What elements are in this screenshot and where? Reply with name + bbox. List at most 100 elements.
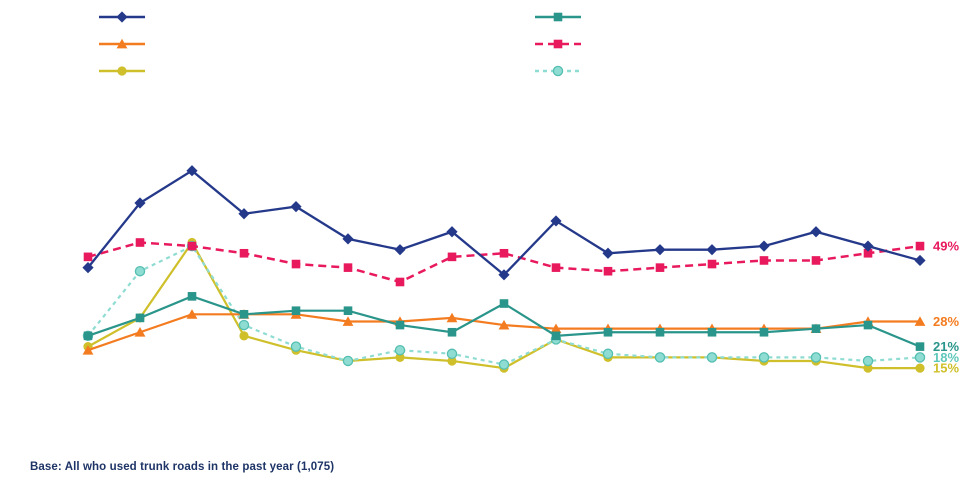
marker-light-teal-dashed-circle	[810, 352, 822, 363]
marker-orange-solid-triangle	[498, 319, 510, 330]
series-line-light-teal-dashed-circle	[87, 244, 921, 366]
marker-orange-solid-triangle	[550, 323, 562, 334]
legend	[98, 9, 592, 79]
marker-teal-solid-square	[239, 310, 249, 319]
marker-teal-solid-square	[499, 299, 509, 308]
series-line-orange-solid-triangle	[87, 313, 920, 352]
marker-light-teal-dashed-circle	[394, 344, 406, 356]
marker-pink-dashed-square	[135, 238, 145, 247]
marker-teal-solid-square	[655, 327, 665, 337]
marker-yellow-solid-circle	[915, 363, 925, 373]
marker-light-teal-dashed-circle	[134, 265, 146, 277]
marker-teal-solid-square	[551, 331, 561, 341]
marker-pink-dashed-square	[499, 248, 509, 258]
marker-light-teal-dashed-circle	[654, 352, 666, 363]
marker-teal-solid-square	[291, 306, 301, 316]
marker-dark-blue-solid-diamond	[550, 215, 562, 227]
square-swatch-icon	[535, 12, 581, 22]
marker-pink-dashed-square	[395, 277, 405, 287]
square-swatch-icon	[535, 39, 581, 49]
marker-yellow-solid-circle	[395, 352, 405, 362]
marker-light-teal-dashed-circle	[342, 355, 354, 367]
marker-pink-dashed-square	[343, 263, 353, 272]
legend-marker-orange-solid-triangle	[116, 38, 128, 49]
marker-orange-solid-triangle	[82, 345, 94, 355]
marker-dark-blue-solid-diamond	[134, 197, 146, 209]
end-label-light-teal-dashed-circle: 18%	[933, 350, 959, 365]
marker-teal-solid-square	[863, 320, 873, 330]
marker-teal-solid-square	[759, 327, 769, 337]
marker-dark-blue-solid-diamond	[446, 226, 458, 238]
legend-marker-dark-blue-solid-diamond	[116, 11, 128, 23]
marker-light-teal-dashed-circle	[498, 359, 510, 370]
marker-pink-dashed-square	[759, 256, 769, 265]
legend-item-light-teal-dashed-circle	[534, 63, 592, 79]
marker-light-teal-dashed-circle	[758, 352, 770, 363]
marker-dark-blue-solid-diamond	[602, 247, 614, 259]
marker-dark-blue-solid-diamond	[706, 244, 718, 256]
marker-pink-dashed-square	[239, 248, 249, 258]
legend-item-teal-solid-square	[534, 9, 592, 25]
marker-pink-dashed-square	[291, 259, 301, 269]
marker-light-teal-dashed-circle	[706, 352, 718, 363]
marker-teal-solid-square	[395, 320, 405, 330]
circle-swatch-icon	[99, 66, 145, 76]
circle-swatch-icon	[535, 65, 581, 77]
legend-item-yellow-solid-circle	[98, 63, 156, 79]
legend-marker-teal-solid-square	[553, 12, 563, 22]
marker-teal-solid-square	[915, 342, 925, 351]
marker-light-teal-dashed-circle	[290, 341, 302, 352]
marker-pink-dashed-square	[551, 263, 561, 272]
marker-teal-solid-square	[707, 327, 717, 337]
marker-dark-blue-solid-diamond	[238, 208, 250, 220]
marker-dark-blue-solid-diamond	[862, 240, 874, 252]
marker-yellow-solid-circle	[863, 363, 873, 373]
marker-dark-blue-solid-diamond	[498, 269, 510, 281]
legend-column-right	[534, 9, 592, 79]
marker-pink-dashed-square	[603, 266, 613, 276]
marker-light-teal-dashed-circle	[914, 352, 926, 363]
marker-dark-blue-solid-diamond	[654, 244, 666, 256]
legend-item-orange-solid-triangle	[98, 36, 156, 52]
triangle-swatch-icon	[99, 38, 145, 49]
marker-teal-solid-square	[811, 324, 821, 333]
marker-dark-blue-solid-diamond	[82, 262, 94, 274]
marker-dark-blue-solid-diamond	[914, 254, 926, 267]
marker-dark-blue-solid-diamond	[290, 201, 302, 213]
series-line-dark-blue-solid-diamond	[87, 169, 921, 277]
marker-pink-dashed-square	[915, 241, 925, 251]
marker-light-teal-dashed-circle	[446, 348, 458, 360]
marker-teal-solid-square	[135, 313, 145, 323]
legend-item-pink-dashed-square	[534, 36, 592, 52]
marker-light-teal-dashed-circle	[238, 319, 250, 331]
marker-orange-solid-triangle	[342, 316, 354, 326]
marker-pink-dashed-square	[187, 241, 197, 251]
marker-yellow-solid-circle	[447, 356, 457, 366]
marker-pink-dashed-square	[447, 252, 457, 262]
marker-orange-solid-triangle	[186, 309, 198, 319]
marker-dark-blue-solid-diamond	[810, 226, 822, 238]
marker-pink-dashed-square	[863, 248, 873, 258]
marker-pink-dashed-square	[83, 252, 93, 262]
marker-teal-solid-square	[83, 331, 93, 341]
marker-dark-blue-solid-diamond	[342, 233, 354, 245]
marker-teal-solid-square	[187, 292, 197, 301]
legend-column-left	[98, 9, 156, 79]
marker-dark-blue-solid-diamond	[394, 244, 406, 256]
base-note: Base: All who used trunk roads in the pa…	[30, 461, 335, 473]
legend-marker-light-teal-dashed-circle	[552, 65, 564, 77]
marker-pink-dashed-square	[811, 256, 821, 265]
end-label-pink-dashed-square: 49%	[933, 239, 959, 254]
marker-light-teal-dashed-circle	[602, 348, 614, 360]
marker-dark-blue-solid-diamond	[758, 240, 770, 252]
marker-dark-blue-solid-diamond	[186, 165, 198, 177]
diamond-swatch-icon	[99, 11, 145, 23]
legend-marker-yellow-solid-circle	[117, 66, 127, 76]
end-label-yellow-solid-circle: 15%	[933, 361, 959, 376]
marker-orange-solid-triangle	[914, 316, 926, 326]
marker-teal-solid-square	[447, 327, 457, 337]
end-label-orange-solid-triangle: 28%	[933, 314, 959, 329]
marker-orange-solid-triangle	[134, 327, 146, 337]
